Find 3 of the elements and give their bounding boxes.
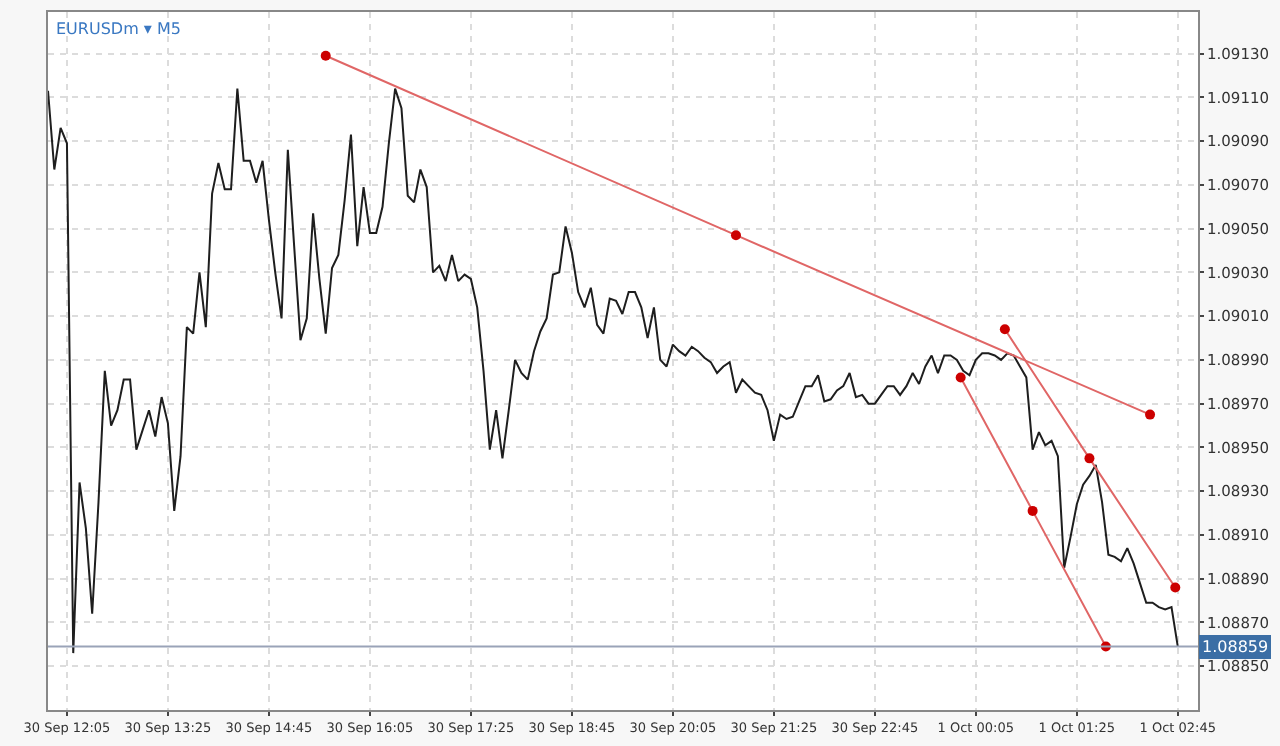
text: EURUSDm ▾ M5	[56, 20, 181, 38]
line-series	[48, 87, 1179, 655]
ref-line-label: 1.08859	[1202, 638, 1269, 656]
